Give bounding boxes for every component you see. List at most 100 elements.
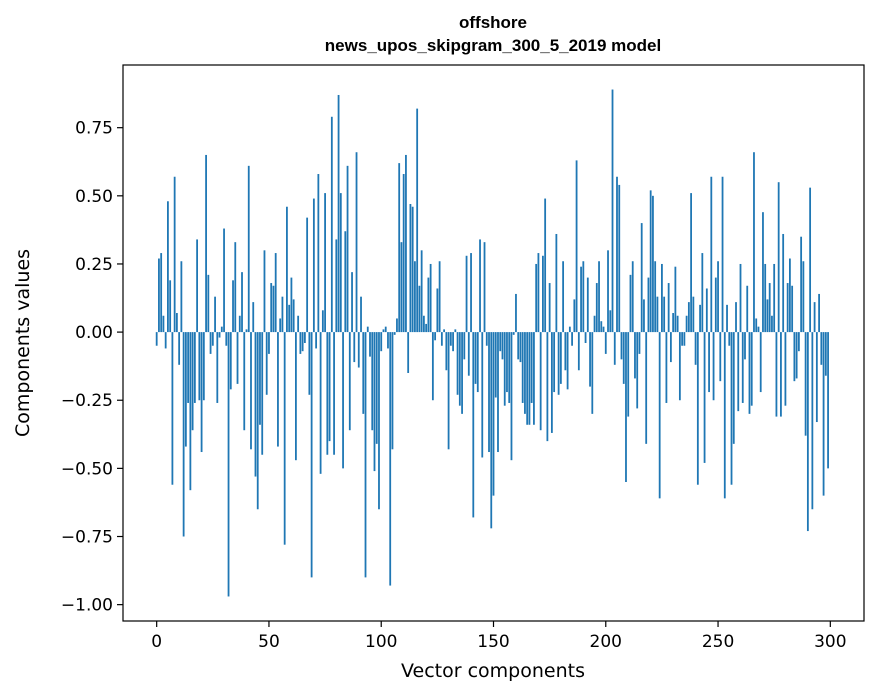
bar — [622, 332, 625, 384]
bar — [387, 332, 389, 349]
bar — [557, 332, 560, 395]
bar — [229, 332, 232, 390]
bar — [346, 165, 349, 333]
bar — [564, 332, 567, 371]
bar — [445, 332, 448, 371]
bar — [714, 277, 717, 333]
bar — [548, 283, 551, 333]
bar — [440, 332, 443, 346]
bar — [355, 152, 358, 333]
bar — [178, 332, 181, 365]
bar — [164, 332, 167, 349]
bar — [288, 304, 291, 333]
x-axis: 0 50 100 150 200 250 300 — [151, 621, 847, 652]
bar — [335, 239, 338, 333]
bar — [319, 332, 322, 474]
bar — [351, 272, 353, 333]
bar — [517, 332, 520, 360]
bar — [389, 332, 392, 586]
bar — [357, 332, 360, 368]
bar — [308, 332, 311, 395]
bar — [782, 233, 785, 333]
bar — [797, 332, 800, 352]
bar — [533, 332, 535, 425]
bar — [827, 332, 829, 469]
bar — [337, 94, 340, 333]
bar — [497, 332, 499, 453]
bar — [434, 332, 437, 341]
bar — [268, 332, 270, 354]
bar — [741, 332, 744, 403]
bar — [312, 198, 315, 333]
bar — [378, 332, 380, 510]
bar — [609, 310, 612, 333]
bar — [806, 332, 809, 532]
bar — [427, 277, 430, 333]
bar — [265, 332, 268, 395]
bar — [784, 332, 787, 406]
bar — [629, 274, 632, 333]
bar — [591, 332, 594, 414]
bar — [515, 293, 517, 333]
bar — [447, 332, 450, 450]
y-tick-label: 0.00 — [75, 323, 113, 343]
bar — [494, 332, 497, 398]
x-tick-label: 0 — [151, 632, 162, 652]
bar — [315, 332, 318, 349]
bar — [607, 250, 609, 333]
bar — [746, 285, 749, 333]
bar — [703, 332, 706, 463]
bar — [757, 326, 760, 333]
bar — [187, 332, 190, 403]
bar — [369, 332, 371, 357]
bar — [454, 329, 457, 333]
bar — [303, 332, 306, 343]
x-tick-label: 250 — [702, 632, 734, 652]
bar — [791, 285, 794, 333]
bar — [254, 332, 257, 477]
bar — [326, 332, 329, 455]
bar — [256, 332, 259, 510]
bar — [380, 332, 383, 352]
bar — [452, 332, 454, 352]
bar — [189, 332, 192, 491]
bar — [542, 255, 544, 333]
bar — [196, 239, 198, 333]
bar — [485, 332, 488, 346]
bar — [658, 332, 661, 499]
bar — [687, 302, 690, 333]
bar — [777, 182, 780, 333]
bar — [699, 304, 701, 333]
bar — [425, 323, 428, 333]
bar — [683, 332, 686, 346]
bar — [739, 263, 742, 333]
bar — [705, 288, 708, 333]
bar — [191, 332, 194, 431]
bar — [696, 332, 699, 485]
bar — [360, 296, 362, 333]
bar — [719, 332, 722, 382]
bar — [342, 332, 344, 469]
bar — [656, 296, 659, 333]
bar — [616, 176, 618, 333]
bar — [207, 274, 210, 333]
bar — [815, 332, 818, 423]
bar — [339, 193, 342, 333]
bar — [818, 293, 820, 333]
bar — [768, 283, 771, 333]
bar — [171, 332, 174, 485]
bar — [737, 332, 740, 412]
bar — [281, 296, 284, 333]
bar — [732, 332, 735, 444]
x-tick-label: 200 — [590, 632, 622, 652]
bar — [800, 236, 803, 333]
bar — [669, 332, 672, 363]
bar — [290, 277, 293, 333]
bar — [436, 288, 439, 333]
bar — [241, 272, 243, 333]
bar — [672, 313, 675, 333]
bar — [405, 154, 407, 333]
bar — [813, 302, 816, 333]
bar — [158, 258, 160, 333]
